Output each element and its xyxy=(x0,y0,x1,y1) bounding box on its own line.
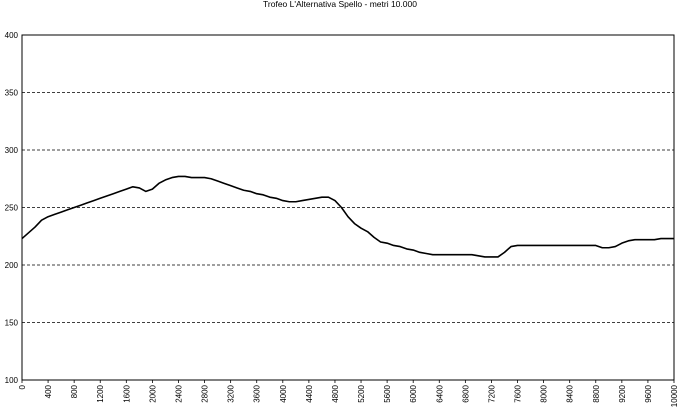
x-tick-label: 7200 xyxy=(487,384,496,402)
y-tick-label: 150 xyxy=(5,319,19,328)
x-tick-label: 8800 xyxy=(592,384,601,402)
chart-title: Trofeo L'Alternativa Spello - metri 10.0… xyxy=(263,0,417,9)
y-tick-label: 400 xyxy=(5,31,19,40)
x-tick-label: 7600 xyxy=(514,384,523,402)
y-tick-label: 350 xyxy=(5,89,19,98)
y-tick-label: 300 xyxy=(5,146,19,155)
x-tick-label: 6000 xyxy=(409,384,418,402)
x-tick-label: 6400 xyxy=(435,384,444,402)
x-tick-label: 400 xyxy=(44,384,53,398)
x-tick-label: 9600 xyxy=(644,384,653,402)
y-tick-label: 200 xyxy=(5,261,19,270)
x-tick-label: 2800 xyxy=(201,384,210,402)
x-tick-label: 2000 xyxy=(148,384,157,402)
x-tick-label: 3200 xyxy=(227,384,236,402)
x-tick-label: 1200 xyxy=(96,384,105,402)
x-tick-label: 4000 xyxy=(279,384,288,402)
y-tick-label: 250 xyxy=(5,204,19,213)
x-tick-label: 4400 xyxy=(305,384,314,402)
y-axis-ticks: 100 150 200 250 300 350 400 xyxy=(5,31,19,385)
x-tick-label: 5600 xyxy=(383,384,392,402)
grid-lines xyxy=(22,92,674,323)
elevation-line xyxy=(21,175,674,258)
y-tick-label: 100 xyxy=(5,376,19,385)
x-tick-label: 3600 xyxy=(253,384,262,402)
x-tick-label: 5200 xyxy=(357,384,366,402)
x-tick-label: 6800 xyxy=(461,384,470,402)
x-tick-label: 0 xyxy=(18,384,27,389)
x-tick-label: 800 xyxy=(70,384,79,398)
x-tick-label: 1600 xyxy=(122,384,131,402)
x-tick-label: 9200 xyxy=(618,384,627,402)
x-tick-label: 8000 xyxy=(540,384,549,402)
x-tick-label: 4800 xyxy=(331,384,340,402)
x-tick-label: 8400 xyxy=(566,384,575,402)
x-tick-label: 2400 xyxy=(174,384,183,402)
x-axis-ticks: 0 400 800 1200 1600 2000 2400 2800 3200 3600 4000 4… xyxy=(18,380,679,407)
x-tick-label: 10000 xyxy=(670,384,679,407)
